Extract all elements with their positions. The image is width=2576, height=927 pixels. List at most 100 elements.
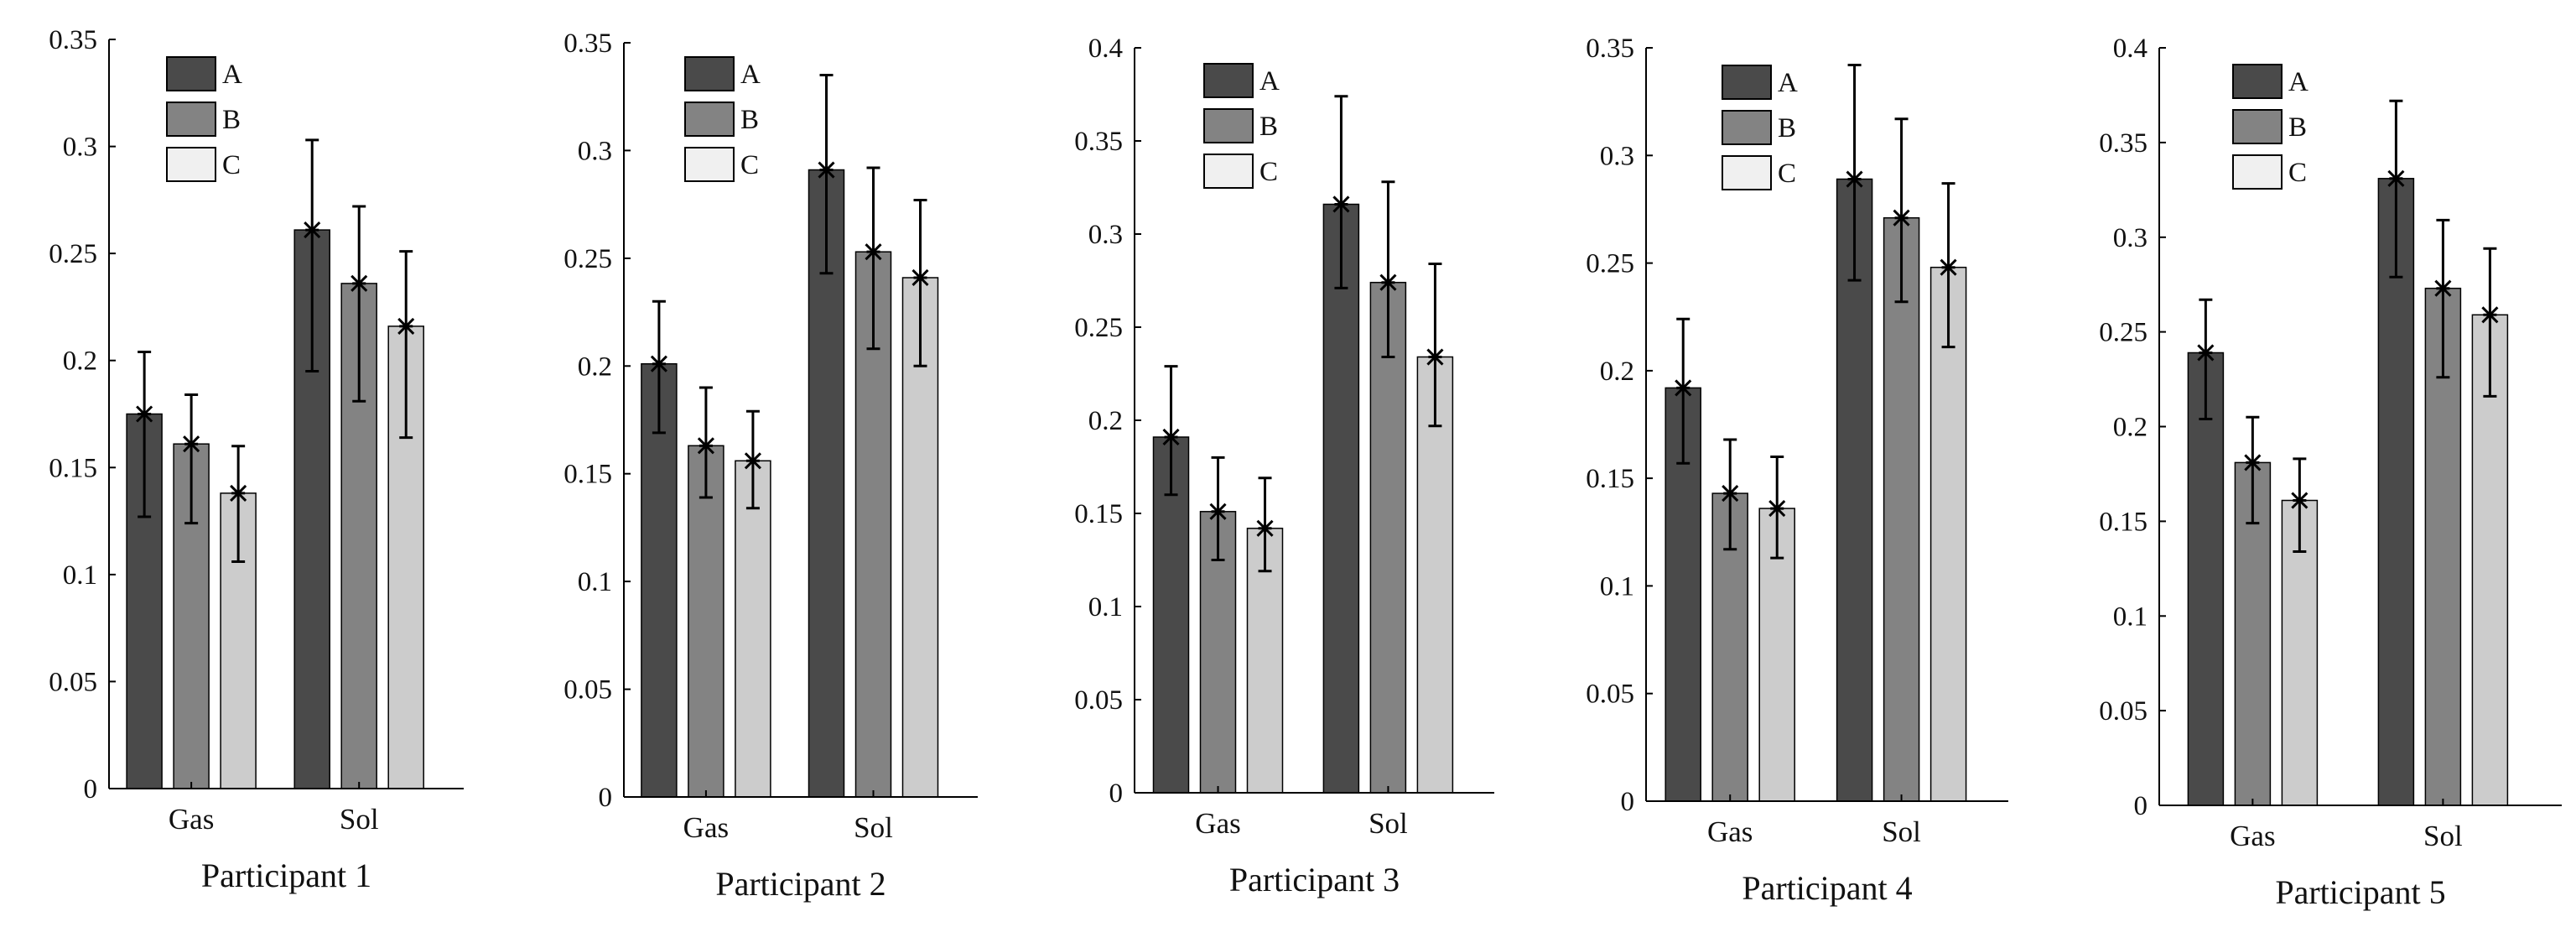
legend-label-A: A: [1778, 68, 1798, 98]
legend-swatch-C: [684, 147, 735, 182]
y-tick-label: 0.1: [1600, 571, 1634, 602]
panel-title: Participant 2: [715, 865, 886, 903]
mean-marker-B-gas: [2244, 454, 2262, 471]
x-tick-label-gas: Gas: [1707, 815, 1753, 848]
legend-swatch-C: [166, 147, 216, 182]
y-tick-label: 0.2: [63, 346, 97, 377]
y-tick-label: 0: [1621, 787, 1635, 817]
legend-label-B: B: [1259, 112, 1278, 142]
y-tick-label: 0.1: [1088, 592, 1123, 622]
y-tick-label: 0.4: [2113, 34, 2148, 64]
bar-C-gas: [1246, 528, 1284, 794]
y-tick-label: 0: [84, 774, 98, 805]
mean-marker-A-sol: [1846, 170, 1863, 188]
bar-A-sol: [1836, 178, 1873, 802]
legend-label-B: B: [222, 105, 241, 135]
legend-label-C: C: [222, 150, 241, 180]
bar-B-sol: [1369, 281, 1407, 794]
x-tick-label-sol: Sol: [2423, 820, 2463, 852]
mean-marker-C-gas: [744, 452, 761, 470]
bar-A-gas: [2187, 352, 2225, 806]
mean-marker-C-sol: [1940, 258, 1957, 276]
bar-A-gas: [641, 362, 678, 798]
x-tick-label-sol: Sol: [340, 803, 379, 836]
mean-marker-B-sol: [865, 243, 882, 261]
mean-marker-C-sol: [2481, 306, 2499, 324]
panel-participant-4: 0 0.05 0.1 0.15 0.2 0.25 0.3 0.35 Gas Sol Particip…: [1586, 34, 2008, 907]
y-tick-label: 0.35: [1586, 34, 1634, 64]
x-tick-label-gas: Gas: [1195, 807, 1240, 840]
bar-C-sol: [901, 277, 939, 798]
mean-marker-A-gas: [1675, 379, 1692, 397]
legend-swatch-B: [166, 102, 216, 137]
mean-marker-C-gas: [1256, 519, 1274, 537]
y-tick-label: 0.25: [1074, 313, 1123, 343]
panel-title: Participant 4: [1742, 869, 1912, 907]
mean-marker-A-gas: [136, 405, 153, 423]
y-tick-label: 0: [1109, 779, 1124, 809]
x-tick-label-gas: Gas: [683, 811, 729, 844]
y-tick-label: 0.35: [49, 25, 97, 55]
y-tick-label: 0.05: [1586, 680, 1634, 710]
legend-swatch-A: [2232, 64, 2283, 99]
y-tick-label: 0.2: [1088, 406, 1123, 436]
legend-label-C: C: [1259, 157, 1278, 187]
panel-title: Participant 3: [1229, 861, 1400, 898]
legend-label-A: A: [222, 60, 242, 90]
mean-marker-C-gas: [1768, 500, 1786, 518]
mean-marker-A-sol: [818, 161, 835, 179]
bar-B-sol: [1883, 216, 1920, 802]
mean-marker-A-gas: [1162, 428, 1180, 446]
y-tick-label: 0.3: [578, 136, 612, 166]
y-tick-label: 0.1: [578, 567, 612, 597]
legend-swatch-B: [1203, 108, 1254, 143]
mean-marker-C-sol: [1426, 348, 1444, 366]
panel-participant-5: 0 0.05 0.1 0.15 0.2 0.25 0.3 0.35 0.4 Gas Sol Parti…: [2099, 34, 2562, 911]
legend: ABC: [1203, 63, 1280, 189]
y-tick-label: 0.2: [1600, 357, 1634, 387]
y-tick-label: 0.1: [2113, 602, 2148, 632]
legend-swatch-B: [1722, 110, 1772, 145]
legend-swatch-A: [684, 56, 735, 91]
legend-swatch-A: [166, 56, 216, 91]
mean-marker-A-sol: [1332, 195, 1350, 213]
mean-marker-B-gas: [1209, 503, 1227, 520]
y-tick-label: 0.3: [1088, 220, 1123, 250]
legend-label-B: B: [1778, 113, 1796, 143]
mean-marker-A-gas: [2197, 344, 2215, 362]
mean-marker-B-sol: [1379, 273, 1397, 291]
y-tick-label: 0.05: [564, 675, 612, 706]
legend: ABC: [1722, 65, 1798, 190]
mean-marker-B-sol: [1893, 209, 1910, 227]
legend: ABC: [684, 56, 761, 182]
mean-marker-B-gas: [183, 435, 200, 453]
legend: ABC: [2232, 64, 2309, 190]
y-tick-label: 0: [2134, 791, 2148, 821]
panel-participant-2: 0 0.05 0.1 0.15 0.2 0.25 0.3 0.35 Gas Sol Particip…: [564, 29, 978, 903]
legend-swatch-C: [1722, 155, 1772, 190]
y-tick-label: 0.2: [2113, 413, 2148, 443]
bar-C-sol: [1929, 266, 1967, 802]
panel-participant-3: 0 0.05 0.1 0.15 0.2 0.25 0.3 0.35 0.4 Gas Sol Parti…: [1074, 34, 1494, 898]
y-tick-label: 0.05: [2099, 696, 2148, 726]
legend-swatch-A: [1722, 65, 1772, 100]
mean-marker-B-sol: [2434, 279, 2452, 297]
y-tick-label: 0.4: [1088, 34, 1123, 64]
y-tick-label: 0.35: [2099, 128, 2148, 159]
y-tick-label: 0.2: [578, 352, 612, 382]
mean-marker-A-sol: [2387, 169, 2405, 187]
y-tick-label: 0.25: [49, 239, 97, 269]
bar-A-sol: [1322, 203, 1360, 794]
y-tick-label: 0.3: [2113, 223, 2148, 253]
bar-C-gas: [735, 460, 771, 798]
bar-B-sol: [340, 283, 377, 789]
y-tick-label: 0: [599, 783, 613, 813]
mean-marker-C-sol: [911, 268, 929, 287]
y-tick-label: 0.15: [49, 453, 97, 483]
y-tick-label: 0.35: [564, 29, 612, 59]
mean-marker-C-gas: [230, 484, 247, 502]
x-tick-label-gas: Gas: [2230, 820, 2275, 852]
legend-swatch-B: [684, 102, 735, 137]
legend: ABC: [166, 56, 242, 182]
